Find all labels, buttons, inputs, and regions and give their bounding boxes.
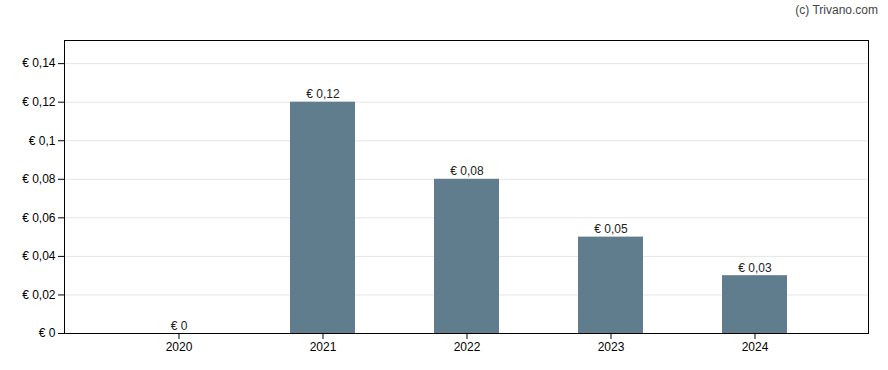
svg-text:€ 0: € 0 xyxy=(39,326,56,340)
svg-text:2020: 2020 xyxy=(166,340,193,354)
svg-text:€ 0: € 0 xyxy=(171,319,188,333)
svg-text:2023: 2023 xyxy=(598,340,625,354)
svg-text:€ 0,08: € 0,08 xyxy=(450,164,484,178)
svg-text:2021: 2021 xyxy=(310,340,337,354)
html-text:(c) Trivano.com: (c) Trivano.com xyxy=(795,3,878,17)
svg-text:€ 0,06: € 0,06 xyxy=(22,211,56,225)
svg-text:€ 0,12: € 0,12 xyxy=(306,87,340,101)
svg-text:2022: 2022 xyxy=(454,340,481,354)
svg-text:2024: 2024 xyxy=(742,340,769,354)
svg-text:€ 0,08: € 0,08 xyxy=(22,172,56,186)
svg-text:€ 0,04: € 0,04 xyxy=(22,249,56,263)
svg-text:€ 0,03: € 0,03 xyxy=(738,261,772,275)
svg-text:€ 0,14: € 0,14 xyxy=(22,56,56,70)
svg-text:€ 0,02: € 0,02 xyxy=(22,288,56,302)
svg-text:€ 0,12: € 0,12 xyxy=(22,95,56,109)
svg-text:€ 0,1: € 0,1 xyxy=(29,134,56,148)
svg-text:€ 0,05: € 0,05 xyxy=(594,222,628,236)
